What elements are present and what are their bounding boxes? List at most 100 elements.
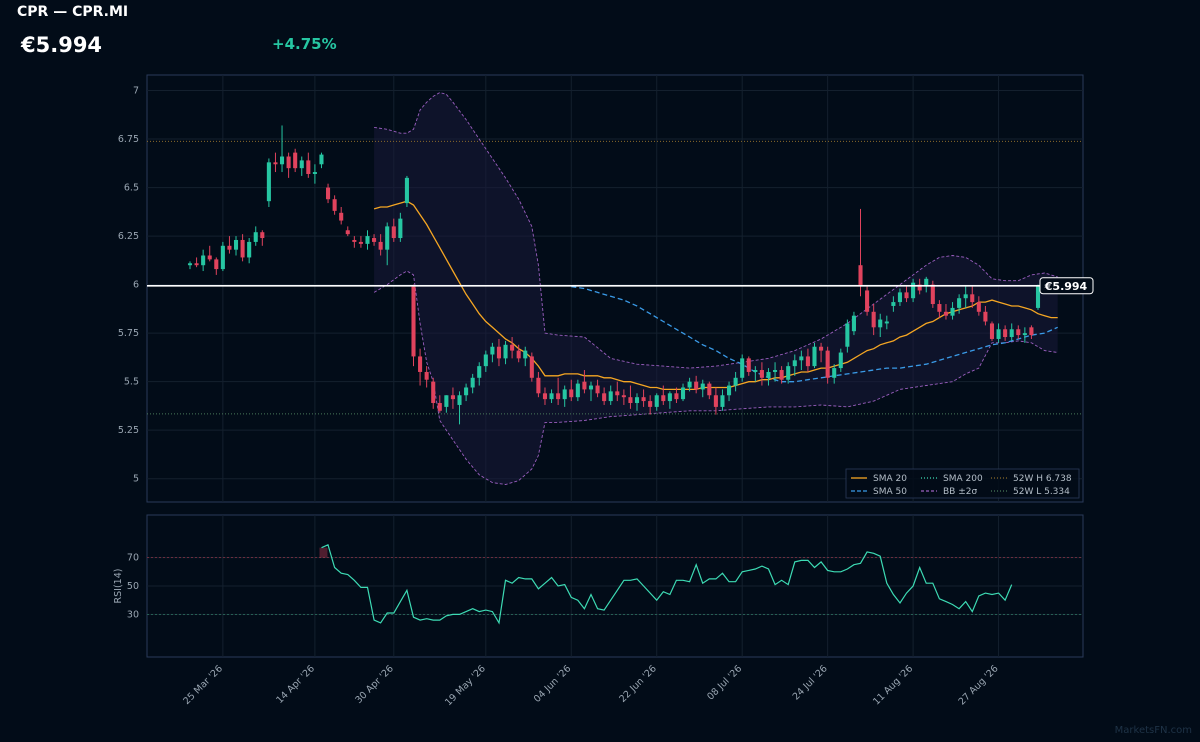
candle-body: [943, 311, 949, 316]
candle-body: [214, 259, 219, 270]
candle-body: [851, 315, 856, 332]
candle-body: [542, 393, 548, 400]
candle-body: [510, 344, 515, 351]
candle-body: [661, 395, 666, 402]
candle-body: [529, 356, 534, 378]
candle-body: [957, 298, 962, 308]
candle-body: [838, 352, 843, 369]
candle-body: [279, 156, 285, 165]
candle-body: [332, 199, 337, 211]
candle-body: [871, 311, 876, 328]
candle-body: [996, 329, 1001, 339]
candle-body: [378, 241, 383, 250]
candle-body: [845, 323, 850, 347]
candle-body: [536, 377, 541, 394]
candle-body: [621, 395, 626, 398]
candle-body: [201, 255, 206, 266]
candle-body: [418, 356, 423, 372]
rsi-overbought-fill: [319, 547, 328, 558]
candle-body: [240, 239, 245, 258]
bb-lower-line: [373, 270, 1058, 485]
bollinger-band-fill: [374, 92, 1058, 485]
candle-body: [253, 232, 258, 242]
candle-body: [1009, 329, 1014, 338]
candle-body: [773, 370, 778, 372]
candle-body: [490, 346, 495, 355]
candle-body: [897, 292, 902, 303]
last-price-label: €5.994: [1044, 280, 1088, 293]
candle-body: [884, 321, 889, 324]
candle-body: [549, 393, 554, 400]
candle-body: [805, 356, 810, 367]
candle-body: [812, 346, 817, 367]
candle-body: [727, 385, 732, 396]
rsi-tick-label: 70: [127, 553, 139, 564]
candle-body: [825, 350, 830, 378]
candle-body: [260, 232, 265, 239]
candle-body: [786, 366, 791, 380]
y-tick-label: 5.25: [118, 425, 139, 436]
legend-box: [845, 468, 1080, 499]
candle-body: [233, 239, 239, 250]
candle-body: [713, 395, 718, 407]
watermark: MarketsFN.com: [1114, 725, 1192, 736]
candle-body: [911, 282, 916, 299]
candle-body: [345, 230, 350, 235]
candle-body: [680, 387, 686, 400]
y-tick-label: 6.75: [118, 134, 139, 145]
candle-body: [220, 245, 225, 270]
candle-body: [496, 346, 501, 359]
candle-body: [450, 395, 455, 400]
candle-body: [398, 218, 403, 239]
candle-body: [700, 383, 705, 390]
candle-body: [352, 239, 357, 242]
candle-body: [575, 383, 580, 398]
candle-body: [628, 397, 633, 404]
candle-body: [615, 391, 620, 396]
legend-label: SMA 20: [873, 474, 907, 484]
candle-body: [444, 395, 449, 407]
candle-body: [207, 255, 212, 260]
candle-body: [989, 323, 995, 339]
legend-label: 52W L 5.334: [1013, 487, 1070, 497]
candle-body: [372, 238, 377, 242]
candle-body: [858, 265, 863, 287]
candle-body: [588, 385, 594, 390]
candle-body: [792, 360, 797, 367]
candle-body: [694, 381, 699, 390]
candle-body: [641, 397, 646, 402]
candle-body: [266, 162, 271, 202]
candle-body: [385, 226, 390, 250]
candle-body: [733, 377, 738, 386]
candle-body: [766, 371, 771, 378]
candle-body: [562, 389, 567, 400]
y-tick-label: 7: [133, 86, 139, 97]
candle-body: [273, 162, 278, 165]
candle-body: [917, 284, 922, 291]
candle-body: [227, 245, 232, 250]
candle-body: [286, 156, 291, 169]
candle-body: [312, 172, 317, 174]
candle-body: [687, 381, 692, 388]
y-tick-label: 6.5: [124, 183, 139, 194]
candle-body: [878, 319, 883, 328]
candle-body: [358, 241, 363, 244]
candle-body: [470, 377, 475, 388]
candle-body: [891, 302, 896, 306]
candle-body: [759, 370, 764, 378]
rsi-tick-label: 50: [127, 581, 139, 592]
candle-body: [1016, 329, 1021, 336]
page-title: CPR — CPR.MI: [17, 4, 129, 20]
candle-body: [411, 286, 416, 357]
candle-body: [437, 403, 442, 411]
sma50-line: [571, 285, 1058, 383]
legend-label: BB ±2σ: [943, 487, 977, 497]
candle-body: [924, 278, 929, 287]
candle-body: [753, 370, 758, 372]
x-tick-label: 27 Aug '26: [957, 663, 1001, 707]
candle-body: [865, 290, 870, 312]
candle-body: [483, 354, 488, 367]
x-tick-label: 19 May '26: [443, 663, 488, 708]
last-price-box: [1039, 277, 1094, 295]
candle-body: [187, 263, 193, 266]
